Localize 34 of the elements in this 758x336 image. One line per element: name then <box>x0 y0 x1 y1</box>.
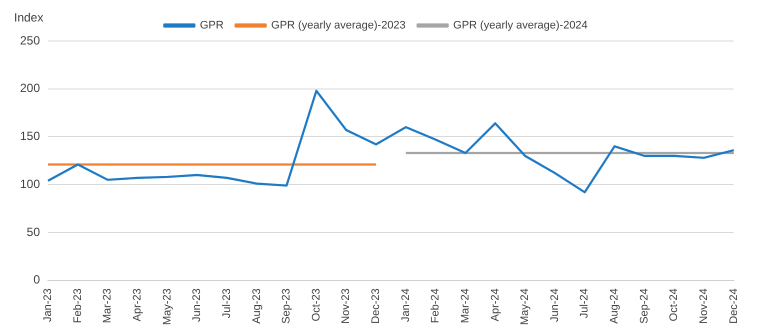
x-tick-label: Nov-23 <box>340 288 352 324</box>
x-tick-label: Jul-24 <box>578 288 591 318</box>
legend-label: GPR <box>200 20 224 32</box>
x-tick-label: Mar-23 <box>102 288 114 324</box>
x-tick-label: Feb-24 <box>430 288 442 324</box>
y-axis-title: Index <box>14 10 44 24</box>
y-tick-label: 200 <box>20 81 40 96</box>
y-tick-label: 0 <box>33 272 40 287</box>
x-tick-label: Feb-23 <box>72 288 84 324</box>
x-tick-label: Jul-23 <box>220 288 233 318</box>
x-tick-label: Jun-23 <box>191 288 204 322</box>
x-tick-label: Apr-24 <box>489 288 502 322</box>
y-tick-label: 100 <box>20 176 40 191</box>
x-tick-label: Mar-24 <box>459 288 472 324</box>
y-tick-label: 150 <box>20 129 40 144</box>
x-tick-label: Dec-23 <box>370 288 382 324</box>
x-tick-label: Nov-24 <box>698 288 710 324</box>
x-tick-label: Aug-24 <box>608 288 621 324</box>
x-tick-label: Jan-23 <box>42 288 54 322</box>
x-tick-label: May-23 <box>161 288 174 326</box>
x-tick-label: Aug-23 <box>250 288 263 324</box>
y-tick-label: 50 <box>26 224 40 239</box>
x-tick-label: May-24 <box>519 288 532 326</box>
x-tick-label: Sep-23 <box>280 288 293 324</box>
x-tick-label: Apr-23 <box>132 288 144 322</box>
x-tick-label: Jan-24 <box>400 288 412 322</box>
x-tick-label: Sep-24 <box>638 288 650 324</box>
x-tick-label: Dec-24 <box>728 288 740 324</box>
legend-label: GPR (yearly average)-2024 <box>453 20 588 32</box>
x-tick-label: Oct-23 <box>310 288 322 322</box>
x-tick-label: Oct-24 <box>668 288 680 322</box>
y-tick-label: 250 <box>20 33 40 48</box>
x-tick-label: Jun-24 <box>548 288 561 322</box>
legend-label: GPR (yearly average)-2023 <box>271 20 406 32</box>
